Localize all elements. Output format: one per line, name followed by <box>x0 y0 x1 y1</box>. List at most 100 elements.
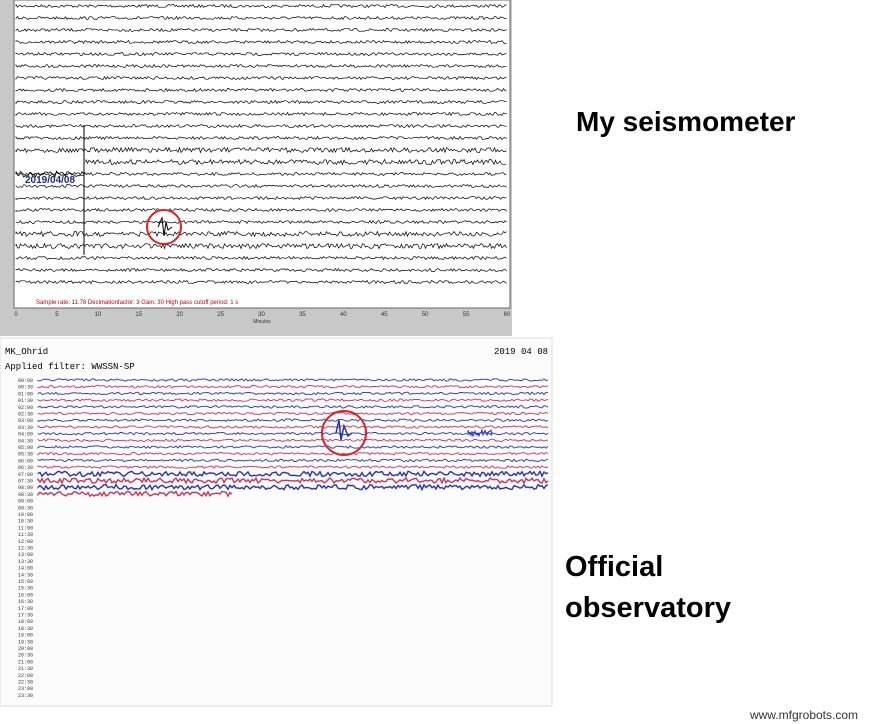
trace <box>37 458 549 463</box>
trace <box>15 123 507 129</box>
x-tick-label: 50 <box>422 312 429 318</box>
time-label: 22:00 <box>18 673 33 679</box>
x-tick-label: 40 <box>340 312 347 318</box>
x-tick-label: 10 <box>94 312 101 318</box>
time-label: 14:00 <box>18 566 33 572</box>
trace <box>37 431 549 436</box>
time-label: 14:30 <box>18 572 33 578</box>
trace <box>15 63 507 69</box>
time-label: 01:00 <box>18 391 33 397</box>
time-label: 15:30 <box>18 586 33 592</box>
label: My seismometer <box>576 106 796 137</box>
time-label: 07:30 <box>18 479 33 485</box>
trace <box>15 207 507 213</box>
time-label: 00:30 <box>18 385 33 391</box>
time-label: 11:00 <box>18 525 33 531</box>
time-label: 10:30 <box>18 519 33 525</box>
trace <box>15 171 507 177</box>
time-label: 19:00 <box>18 633 33 639</box>
top-plot <box>13 0 511 309</box>
trace <box>37 378 549 382</box>
trace <box>37 451 549 456</box>
time-label: 08:30 <box>18 492 33 498</box>
event <box>335 419 353 441</box>
time-label: 21:30 <box>18 666 33 672</box>
x-tick-label: 45 <box>381 312 388 318</box>
trace <box>15 195 507 201</box>
x-tick-label: 0 <box>14 312 18 318</box>
trace <box>37 465 549 469</box>
time-label: 18:30 <box>18 626 33 632</box>
trace <box>15 183 507 189</box>
time-label: 07:00 <box>18 472 33 478</box>
x-tick-label: 30 <box>258 312 265 318</box>
date: 2019 04 08 <box>494 347 548 357</box>
time-label: 17:30 <box>18 613 33 619</box>
time-label: 13:30 <box>18 559 33 565</box>
time-label: 09:00 <box>18 499 33 505</box>
time-label: 23:30 <box>18 693 33 699</box>
info: Sample rate: 11.78 Decimationfactor: 3 G… <box>36 300 238 306</box>
x-tick-label: 20 <box>176 312 183 318</box>
trace <box>15 242 507 250</box>
x-tick-label: 25 <box>217 312 224 318</box>
time-label: 20:30 <box>18 653 33 659</box>
trace <box>37 469 549 478</box>
time-label: 05:30 <box>18 452 33 458</box>
time-label: 17:00 <box>18 606 33 612</box>
trace <box>15 99 507 105</box>
time-label: 18:00 <box>18 619 33 625</box>
trace <box>15 279 507 285</box>
trace <box>15 170 84 178</box>
event <box>467 428 493 438</box>
time-label: 12:30 <box>18 546 33 552</box>
trace <box>85 158 507 166</box>
time-label: 04:30 <box>18 438 33 444</box>
top-traces <box>15 3 507 285</box>
trace <box>15 267 507 273</box>
time-label: 12:00 <box>18 539 33 545</box>
trace <box>37 411 549 416</box>
time-label: 16:30 <box>18 599 33 605</box>
bottom-panel <box>0 337 553 707</box>
time-label: 03:30 <box>18 425 33 431</box>
trace <box>15 15 507 21</box>
trace <box>37 384 549 389</box>
x-tick-label: 55 <box>463 312 470 318</box>
time-label: 09:30 <box>18 505 33 511</box>
trace <box>37 438 549 443</box>
x-tick-label: 15 <box>135 312 142 318</box>
x-tick-label: 60 <box>504 312 511 318</box>
time-label: 20:00 <box>18 646 33 652</box>
time-label: 04:00 <box>18 432 33 438</box>
trace <box>15 230 507 238</box>
trace <box>37 404 549 409</box>
trace <box>15 51 507 57</box>
time-label: 02:00 <box>18 405 33 411</box>
x-tick-label: 5 <box>55 312 59 318</box>
event-circle <box>146 209 182 245</box>
trace <box>15 39 507 45</box>
time-label: 15:00 <box>18 579 33 585</box>
time-label: 02:30 <box>18 412 33 418</box>
label: observatory <box>565 592 731 624</box>
trace <box>37 476 549 485</box>
time-label: 11:30 <box>18 532 33 538</box>
time-label: 10:00 <box>18 512 33 518</box>
x-tick-label: 35 <box>299 312 306 318</box>
filter: Applied filter: WWSSN-SP <box>5 362 135 372</box>
trace <box>15 111 507 117</box>
time-label: 06:00 <box>18 458 33 464</box>
x-label: Minutes <box>253 319 271 325</box>
time-label: 01:30 <box>18 398 33 404</box>
time-label: 23:00 <box>18 686 33 692</box>
trace <box>37 445 549 449</box>
trace <box>15 146 507 154</box>
trace <box>15 219 507 225</box>
event <box>157 216 173 237</box>
bottom-traces <box>37 378 549 498</box>
station: MK_Ohrid <box>5 347 48 357</box>
trace <box>15 87 507 93</box>
trace <box>15 3 507 9</box>
